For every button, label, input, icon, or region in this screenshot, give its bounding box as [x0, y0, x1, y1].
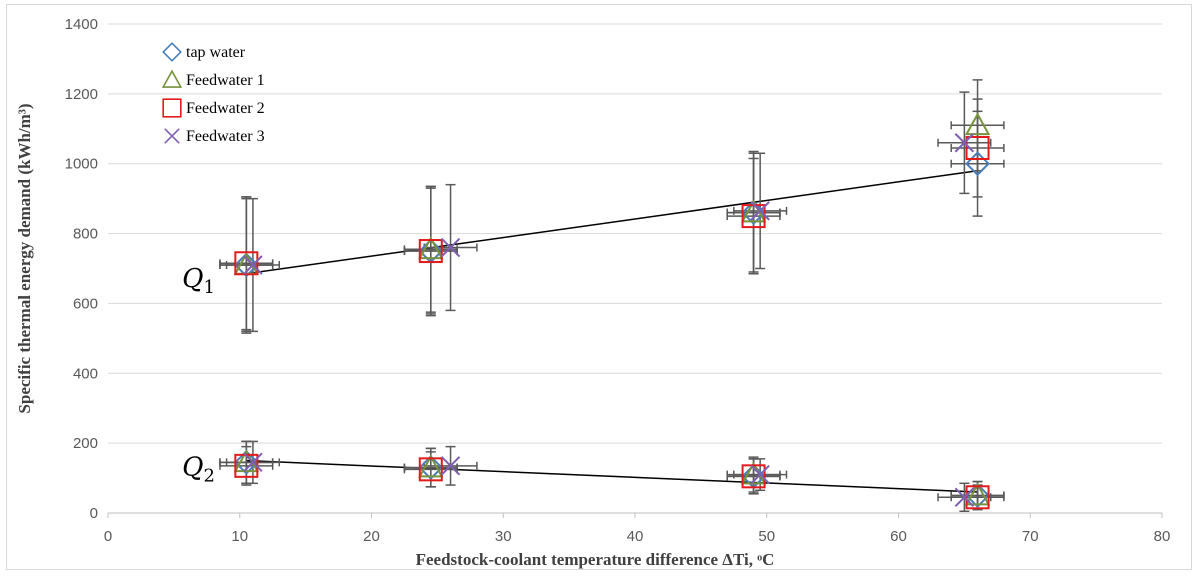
data-point-diamond — [233, 252, 259, 278]
data-point-x-stroke — [750, 464, 770, 485]
legend: tap water Feedwater 1 Feedwater 2 Feedwater… — [186, 44, 265, 145]
x-tick-label: 10 — [231, 528, 248, 545]
x-tick-label: 30 — [495, 528, 512, 545]
y-tick-label: 1000 — [65, 156, 98, 173]
data-point-x — [750, 201, 770, 221]
data-point-x-stroke — [954, 487, 975, 507]
data-point-diamond — [418, 455, 444, 481]
data-point-diamond — [233, 449, 259, 475]
x-tick-label: 70 — [1022, 528, 1039, 545]
data-point-square — [965, 485, 990, 510]
x-tick-label: 80 — [1154, 528, 1171, 545]
y-tick-label: 200 — [73, 435, 98, 452]
error-bar — [219, 445, 274, 486]
y-axis-title: Specific thermal energy demand (kWh/m³) — [15, 103, 34, 413]
y-tick-label: 1200 — [65, 86, 98, 103]
y-tick-label: 0 — [90, 505, 98, 522]
legend-label: tap water — [186, 44, 246, 61]
data-point-x — [750, 464, 770, 485]
x-tick-label: 40 — [627, 528, 644, 545]
trendline-q1 — [246, 169, 978, 275]
legend-marker-square — [162, 98, 182, 118]
data-point-square — [965, 135, 990, 160]
data-point-square — [741, 464, 766, 489]
legend-label: Feedwater 1 — [186, 72, 265, 89]
data-point-x-stroke — [243, 255, 263, 275]
legend-label: Feedwater 3 — [186, 128, 265, 145]
data-point-square — [234, 251, 259, 276]
data-point-x-stroke — [750, 201, 770, 221]
error-bar — [403, 185, 458, 317]
data-point-x-stroke — [243, 452, 263, 473]
data-point-x-stroke — [954, 133, 975, 153]
y-tick-label: 1400 — [65, 16, 98, 33]
x-axis-title: Feedstock-coolant temperature difference… — [416, 550, 775, 569]
y-tick-label: 600 — [73, 295, 98, 312]
data-point-x — [243, 255, 263, 275]
data-point-triangle — [418, 454, 444, 478]
data-point-x-stroke — [440, 237, 461, 258]
annotation-q1: Q1 — [182, 264, 215, 298]
x-tick-label: 20 — [363, 528, 380, 545]
data-point-triangle — [964, 482, 991, 506]
data-point-x — [440, 237, 461, 258]
x-tick-label: 60 — [890, 528, 907, 545]
legend-marker-triangle — [161, 69, 183, 88]
data-point-x — [440, 456, 461, 476]
y-tick-label: 800 — [73, 226, 98, 243]
y-tick-label: 400 — [73, 365, 98, 382]
data-point-x — [954, 133, 975, 153]
trendline-q2 — [246, 459, 978, 493]
error-bar — [219, 196, 274, 331]
legend-marker-diamond — [162, 42, 182, 62]
x-tick-label: 50 — [758, 528, 775, 545]
data-point-x — [954, 487, 975, 507]
data-point-square — [418, 239, 443, 264]
data-point-diamond — [965, 151, 990, 177]
legend-marker-x — [164, 128, 180, 144]
x-tick-label: 0 — [104, 528, 112, 545]
data-point-x — [243, 452, 263, 473]
data-point-square — [418, 457, 443, 482]
data-point-triangle — [964, 112, 991, 136]
legend-marker-x-stroke — [164, 128, 180, 144]
annotation-q2: Q2 — [182, 453, 215, 487]
legend-label: Feedwater 2 — [186, 100, 265, 117]
data-point-x-stroke — [440, 456, 461, 476]
data-point-triangle — [418, 236, 444, 260]
